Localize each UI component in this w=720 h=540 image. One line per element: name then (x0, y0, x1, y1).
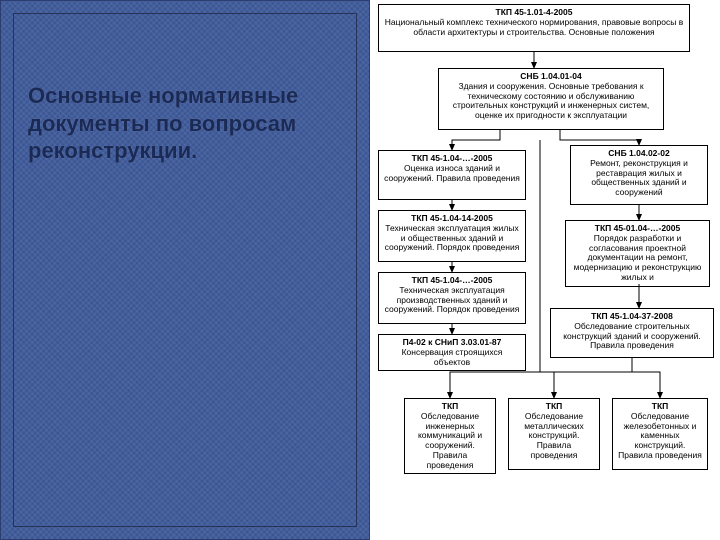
title-panel (0, 0, 370, 540)
node-body: Техническая эксплуатация жилых и обществ… (385, 223, 520, 253)
node-body: Обследование строительных конструкций зд… (563, 321, 701, 351)
node-n3: ТКП 45-1.04-…-2005Оценка износа зданий и… (378, 150, 526, 200)
node-n12: ТКПОбследование железобетонных и каменны… (612, 398, 708, 470)
node-n9: ТКП 45-1.04-37-2008Обследование строител… (550, 308, 714, 358)
node-body: Обследование железобетонных и каменных к… (618, 411, 702, 460)
node-n2: СНБ 1.04.01-04Здания и сооружения. Основ… (438, 68, 664, 130)
node-body: Консервация строящихся объектов (402, 347, 503, 367)
node-body: Национальный комплекс технического норми… (385, 17, 683, 37)
node-body: Техническая эксплуатация производственны… (385, 285, 520, 315)
node-n6: ТКП 45-01.04-…-2005Порядок разработки и … (565, 220, 710, 287)
node-body: Обследование металлических конструкций. … (524, 411, 584, 460)
node-body: Оценка износа зданий и сооружений. Прави… (384, 163, 520, 183)
node-n8: П4-02 к СНиП 3.03.01-87Консервация строя… (378, 334, 526, 371)
slide-title: Основные нормативные документы по вопрос… (28, 82, 338, 165)
node-body: Ремонт, реконструкция и реставрация жилы… (590, 158, 688, 197)
node-n11: ТКПОбследование металлических конструкци… (508, 398, 600, 470)
node-n1: ТКП 45-1.01-4-2005Национальный комплекс … (378, 4, 690, 52)
node-body: Обследование инженерных коммуникаций и с… (418, 411, 482, 470)
node-n7: ТКП 45-1.04-…-2005Техническая эксплуатац… (378, 272, 526, 324)
node-body: Здания и сооружения. Основные требования… (453, 81, 650, 120)
node-n10: ТКПОбследование инженерных коммуникаций … (404, 398, 496, 474)
node-n5: ТКП 45-1.04-14-2005Техническая эксплуата… (378, 210, 526, 262)
node-body: Порядок разработки и согласования проект… (574, 233, 702, 282)
node-n4: СНБ 1.04.02-02Ремонт, реконструкция и ре… (570, 145, 708, 205)
